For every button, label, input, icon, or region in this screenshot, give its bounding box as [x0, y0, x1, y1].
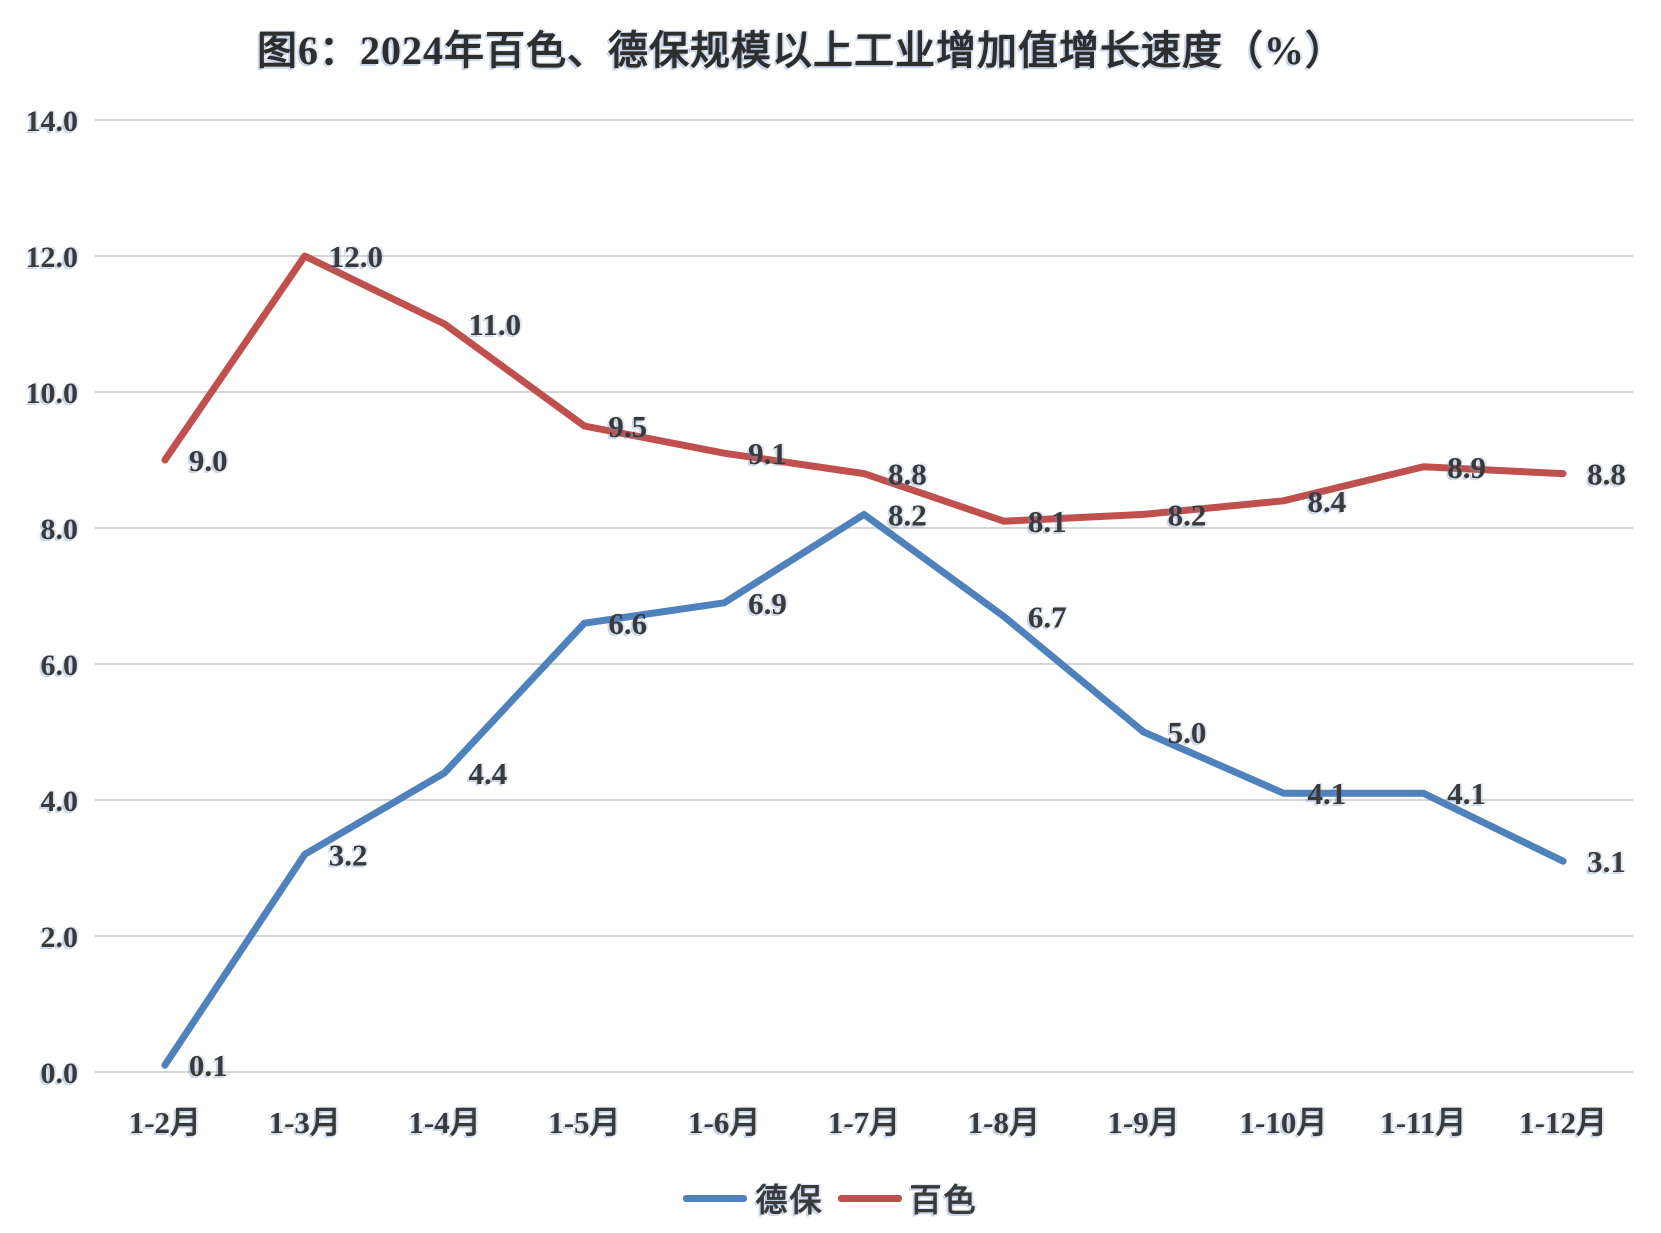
x-axis-tick-label: 1-6月 — [688, 1105, 760, 1140]
series-line-百色 — [161, 252, 1567, 525]
legend-label-baise: 百色 — [909, 1182, 978, 1218]
x-axis-tick-label: 1-8月 — [968, 1105, 1040, 1140]
x-axis-tick-label: 1-12月 — [1519, 1105, 1607, 1140]
x-axis-tick-label: 1-11月 — [1380, 1105, 1466, 1140]
data-label-百色: 9.1 — [748, 436, 787, 471]
data-label-百色: 12.0 — [329, 239, 383, 274]
data-label-德保: 4.1 — [1447, 776, 1486, 811]
data-label-德保: 3.1 — [1587, 844, 1626, 879]
x-axis-tick-label: 1-2月 — [129, 1105, 201, 1140]
y-axis-tick-label: 2.0 — [41, 921, 79, 954]
data-label-德保: 4.4 — [469, 756, 508, 791]
data-label-百色: 8.2 — [1168, 497, 1207, 532]
legend-line-swatch-debao — [683, 1194, 748, 1202]
y-axis-tick-label: 4.0 — [41, 785, 79, 818]
data-label-百色: 8.4 — [1307, 484, 1346, 519]
data-label-德保: 6.9 — [748, 586, 787, 621]
chart-title: 图6：2024年百色、德保规模以上工业增加值增长速度（%） — [257, 28, 1346, 73]
y-axis-tick-label: 6.0 — [41, 649, 79, 682]
x-axis-tick-label: 1-7月 — [828, 1105, 900, 1140]
data-label-百色: 8.9 — [1447, 450, 1486, 485]
legend-line-swatch-baise — [837, 1194, 902, 1202]
data-label-百色: 11.0 — [469, 307, 522, 342]
data-label-百色: 9.0 — [189, 443, 228, 478]
data-label-德保: 6.7 — [1028, 599, 1067, 634]
data-label-德保: 0.1 — [189, 1048, 228, 1083]
y-axis-tick-label: 0.0 — [41, 1057, 79, 1090]
data-label-德保: 3.2 — [329, 837, 368, 872]
data-label-德保: 5.0 — [1168, 715, 1207, 750]
x-axis-tick-label: 1-4月 — [408, 1105, 480, 1140]
data-label-德保: 6.6 — [608, 606, 647, 641]
data-label-百色: 8.1 — [1028, 504, 1067, 539]
data-label-百色: 9.5 — [608, 409, 647, 444]
x-axis-tick-label: 1-9月 — [1107, 1105, 1179, 1140]
x-axis-tick-label: 1-5月 — [548, 1105, 620, 1140]
x-axis-tick-label: 1-3月 — [269, 1105, 341, 1140]
chart-legend: 德保 百色 — [0, 1172, 1661, 1224]
y-axis-tick-label: 12.0 — [26, 241, 79, 274]
legend-item-debao: 德保 — [683, 1175, 823, 1221]
data-label-德保: 4.1 — [1307, 776, 1346, 811]
y-axis-tick-label: 10.0 — [26, 377, 79, 410]
y-axis-tick-label: 8.0 — [41, 513, 79, 546]
y-axis-tick-label: 14.0 — [26, 105, 79, 138]
x-axis-tick-label: 1-10月 — [1240, 1105, 1328, 1140]
data-label-百色: 8.8 — [888, 457, 927, 492]
series-line-德保 — [161, 510, 1567, 1069]
legend-item-baise: 百色 — [837, 1175, 978, 1221]
data-label-德保: 8.2 — [888, 497, 927, 532]
data-label-百色: 8.8 — [1587, 457, 1626, 492]
legend-label-debao: 德保 — [755, 1182, 824, 1218]
